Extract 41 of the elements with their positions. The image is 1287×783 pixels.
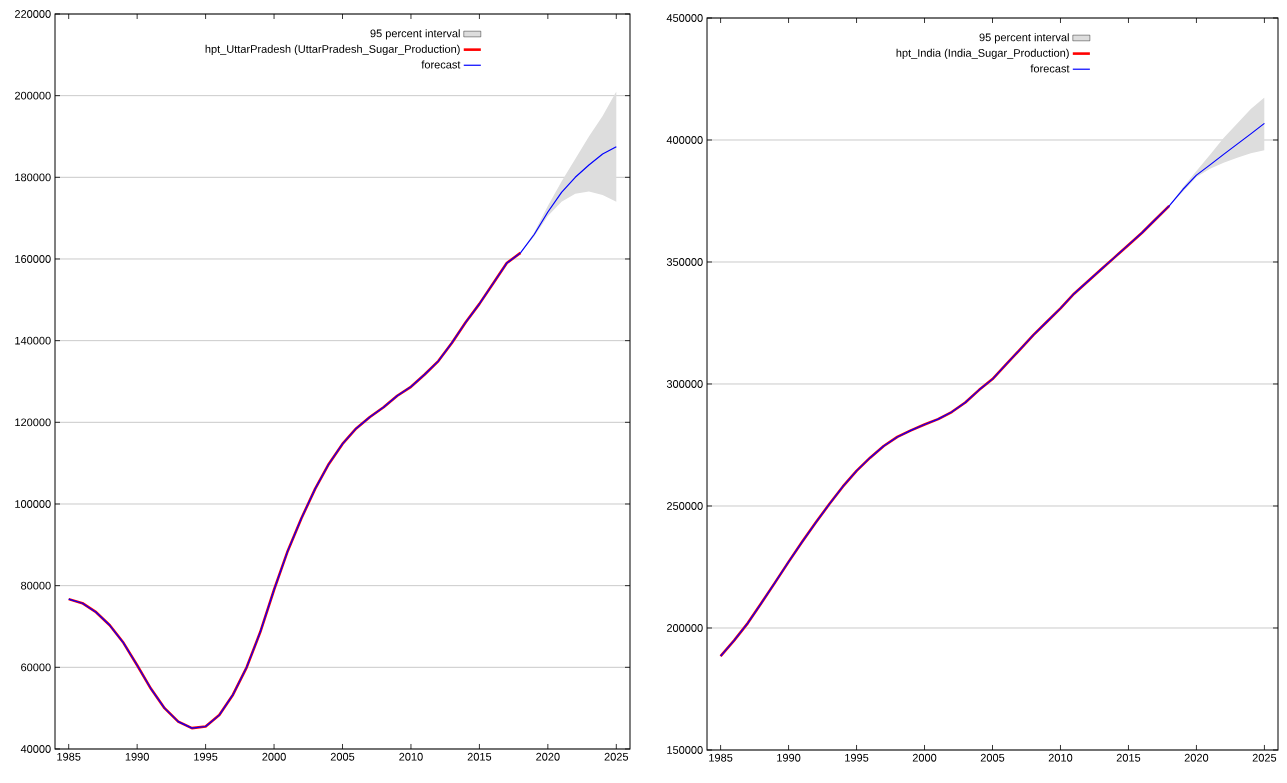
- x-tick-label: 1995: [194, 752, 218, 761]
- y-tick-label: 60000: [21, 663, 51, 672]
- y-tick-label: 300000: [666, 380, 703, 388]
- y-tick-label: 400000: [666, 136, 703, 144]
- legend-label: 95 percent interval: [370, 29, 460, 40]
- x-tick-label: 2000: [262, 752, 286, 761]
- x-tick-label: 1985: [57, 752, 81, 761]
- y-tick-label: 80000: [21, 581, 51, 590]
- legend-label: hpt_UttarPradesh (UttarPradesh_Sugar_Production): [205, 44, 460, 56]
- legend-label: 95 percent interval: [979, 33, 1069, 44]
- x-tick-label: 2020: [1184, 753, 1209, 762]
- y-tick-label: 150000: [667, 746, 703, 754]
- y-tick-label: 250000: [666, 502, 703, 510]
- y-tick-label: 160000: [15, 255, 51, 263]
- y-tick-label: 180000: [15, 173, 51, 182]
- y-tick-label: 120000: [15, 418, 51, 427]
- x-tick-label: 2015: [1116, 753, 1141, 762]
- x-tick-label: 1990: [125, 752, 149, 761]
- y-tick-label: 350000: [666, 258, 703, 266]
- x-tick-label: 1990: [777, 753, 801, 762]
- y-tick-label: 40000: [20, 745, 51, 753]
- x-tick-label: 2020: [536, 752, 560, 761]
- x-tick-label: 2015: [467, 752, 492, 761]
- y-tick-label: 140000: [15, 336, 51, 345]
- x-tick-label: 1995: [845, 753, 869, 762]
- y-tick-label: 200000: [14, 91, 51, 100]
- x-tick-label: 1985: [709, 753, 733, 762]
- x-tick-label: 2005: [330, 752, 355, 761]
- x-tick-label: 2025: [1252, 753, 1277, 762]
- y-tick-label: 200000: [666, 624, 703, 632]
- x-tick-label: 2025: [604, 752, 629, 761]
- x-tick-label: 2010: [1048, 753, 1073, 762]
- legend-label: forecast: [421, 60, 461, 69]
- y-tick-label: 220000: [14, 10, 51, 18]
- x-tick-label: 2000: [912, 753, 937, 762]
- legend-label: forecast: [1030, 64, 1070, 73]
- x-tick-label: 2005: [980, 753, 1005, 762]
- y-tick-label: 450000: [666, 14, 703, 22]
- x-tick-label: 2010: [399, 752, 423, 761]
- y-tick-label: 100000: [15, 500, 51, 508]
- legend-label: hpt_India (India_Sugar_Production): [896, 48, 1069, 60]
